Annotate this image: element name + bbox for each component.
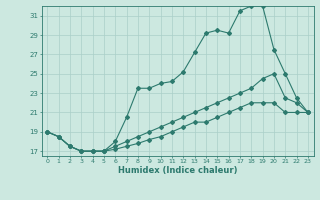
- X-axis label: Humidex (Indice chaleur): Humidex (Indice chaleur): [118, 166, 237, 175]
